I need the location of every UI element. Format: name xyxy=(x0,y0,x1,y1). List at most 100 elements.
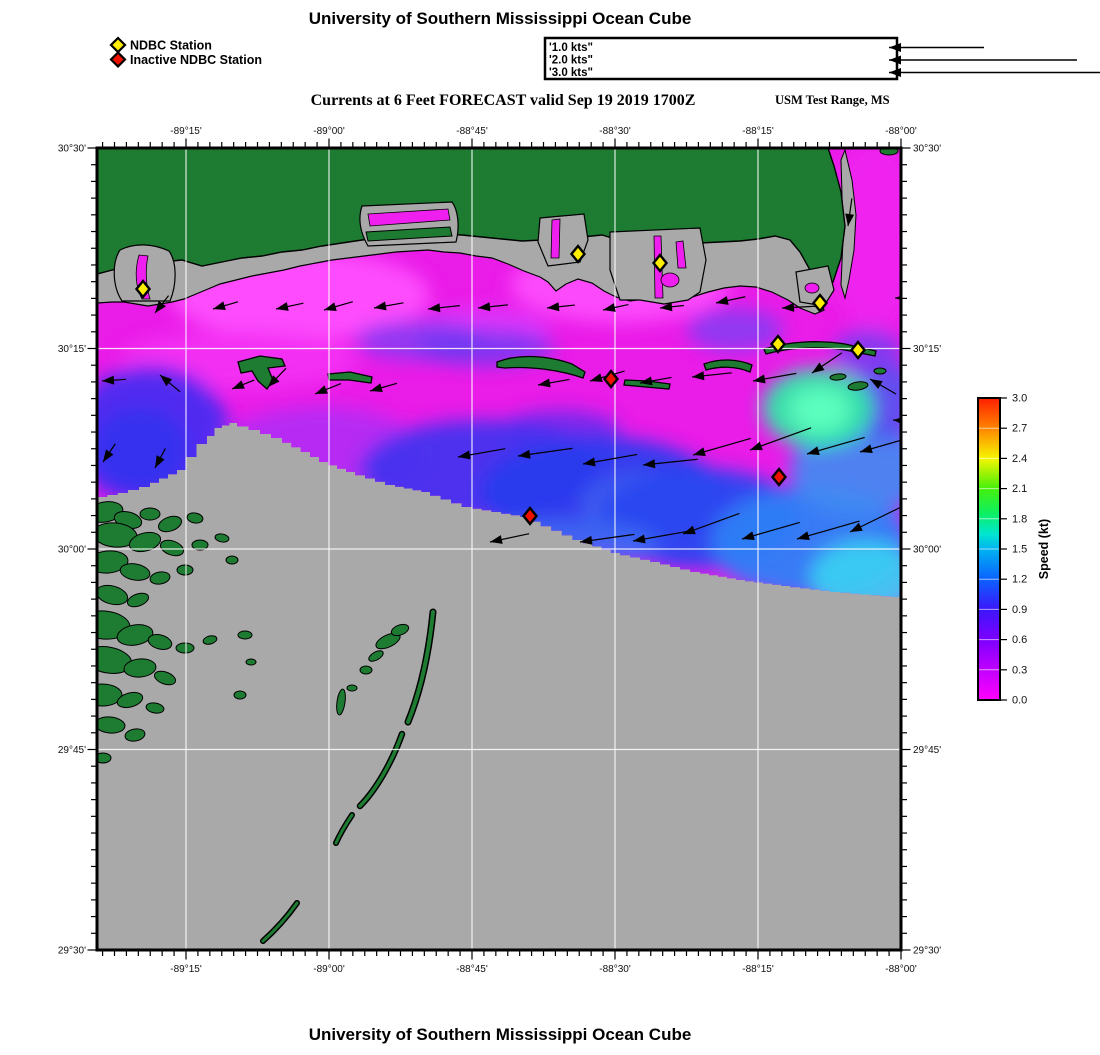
arrow-head xyxy=(102,375,115,385)
arrow-head xyxy=(268,375,280,387)
arrow-head xyxy=(750,441,763,451)
marsh-islet xyxy=(175,642,195,654)
inactive-ndbc-station-marker xyxy=(770,467,788,487)
marsh-islet xyxy=(191,539,209,551)
chandeleur-seg3 xyxy=(334,813,354,845)
ndbc-station-marker xyxy=(811,293,829,313)
lon-label-bottom: -88°00' xyxy=(885,964,917,975)
scale-box-border xyxy=(543,36,899,81)
colorbar-tick-label: 1.5 xyxy=(1012,544,1027,556)
lat-label-right: 30°00' xyxy=(913,545,941,556)
marsh-islet xyxy=(126,592,150,608)
arrow-head xyxy=(370,383,383,393)
lat-label-left: 29°45' xyxy=(58,745,86,756)
arrow-head xyxy=(580,535,593,545)
marsh-islet xyxy=(128,531,162,553)
small-islet xyxy=(879,148,899,156)
small-islets xyxy=(336,148,899,716)
colorbar-tick-label: 1.8 xyxy=(1012,513,1027,525)
chandeleur-seg1 xyxy=(406,610,435,724)
colorbar-tick-label: 0.9 xyxy=(1012,604,1027,616)
small-islet xyxy=(390,623,410,637)
arrow-head xyxy=(850,522,863,532)
ndbc-station-marker xyxy=(651,253,669,273)
speed-blob xyxy=(810,540,901,597)
marsh-islet xyxy=(139,507,161,521)
arrow-head xyxy=(603,303,616,312)
arrow-head xyxy=(155,300,166,313)
marsh-islet xyxy=(119,563,151,581)
arrow-head xyxy=(889,43,901,52)
lon-label-top: -88°00' xyxy=(885,126,917,137)
chandeleur-seg2 xyxy=(358,732,404,808)
lon-label-top: -89°00' xyxy=(313,126,345,137)
arrow-head xyxy=(870,379,883,389)
marsh-islet xyxy=(97,683,123,707)
arrow-head xyxy=(518,449,531,459)
arrow-head xyxy=(213,301,226,311)
colorbar-border xyxy=(977,397,1001,701)
biloxi-peninsula xyxy=(365,226,453,242)
colorbar-ticks: 3.0 2.7 2.4 2.1 1.8 1.5 1.2 0.9 0.6 0.3 0.0 xyxy=(978,393,1027,707)
lon-label-top: -89°15' xyxy=(170,126,202,137)
marsh-islet xyxy=(123,658,157,678)
lon-label-bottom: -88°30' xyxy=(599,964,631,975)
map-frame xyxy=(95,146,903,952)
pascagoula-river-east xyxy=(675,240,687,269)
marsh-islet xyxy=(116,691,144,709)
arrow-head xyxy=(889,55,901,65)
marsh-islet xyxy=(145,702,165,714)
colorbar-tick-label: 1.2 xyxy=(1012,574,1027,586)
lat-label-right: 30°30' xyxy=(913,144,941,155)
marsh-islet xyxy=(116,624,154,646)
ndbc-station-label: NDBC Station xyxy=(130,39,212,53)
arrow-head xyxy=(490,535,503,544)
marsh-islet xyxy=(97,716,126,734)
arrow-head xyxy=(782,302,795,312)
arrow-head xyxy=(693,447,706,457)
barrier-islands xyxy=(237,341,877,390)
arrow-head xyxy=(893,417,901,424)
petit-bois-island xyxy=(703,359,753,373)
marsh-islet xyxy=(245,658,257,666)
arrow-head xyxy=(845,213,855,226)
lat-label-right: 30°15' xyxy=(913,344,941,355)
arrow-head xyxy=(374,301,387,311)
arrow-head xyxy=(428,303,441,313)
arrow-head xyxy=(478,302,491,312)
ndbc-station-marker xyxy=(569,244,587,264)
marsh-islet xyxy=(153,670,177,686)
back-bay-channel xyxy=(367,208,451,227)
speed-blob xyxy=(790,388,850,432)
marsh-islet xyxy=(225,555,239,565)
arrow-head xyxy=(797,531,810,541)
lon-label-bottom: -89°15' xyxy=(170,964,202,975)
lon-label-bottom: -89°00' xyxy=(313,964,345,975)
inactive-ndbc-station-label: Inactive NDBC Station xyxy=(130,53,262,67)
pascagoula-pond xyxy=(660,272,680,288)
lon-label-top: -88°30' xyxy=(599,126,631,137)
arrow-head xyxy=(232,380,245,389)
arrow-head xyxy=(103,449,114,462)
grand-bay-pond xyxy=(804,282,820,294)
colorbar: 3.0 2.7 2.4 2.1 1.8 1.5 1.2 0.9 0.6 0.3 0.0 Speed … xyxy=(977,393,1051,707)
arrow-head xyxy=(590,373,603,383)
colorbar-tick-label: 0.0 xyxy=(1012,695,1027,707)
ndbc-station-marker xyxy=(769,334,787,354)
station-legend: NDBC Station Inactive NDBC Station xyxy=(109,36,262,69)
speed-blob xyxy=(687,308,783,352)
marsh-islet xyxy=(214,533,230,543)
colorbar-tick-label: 3.0 xyxy=(1012,393,1027,405)
arrow-head xyxy=(155,455,165,468)
colorbar-tick-label: 0.3 xyxy=(1012,664,1027,676)
arrow-head xyxy=(716,296,729,305)
marsh-islet xyxy=(124,728,146,742)
marsh-islet xyxy=(159,539,185,557)
colorbar-tick-label: 2.7 xyxy=(1012,423,1027,435)
chandeleur-islands xyxy=(260,608,437,944)
lon-label-bottom: -88°45' xyxy=(456,964,488,975)
ndbc-station-diamond-icon xyxy=(109,36,127,54)
marsh-islet xyxy=(97,752,112,764)
inactive-ndbc-station-marker xyxy=(602,369,620,389)
